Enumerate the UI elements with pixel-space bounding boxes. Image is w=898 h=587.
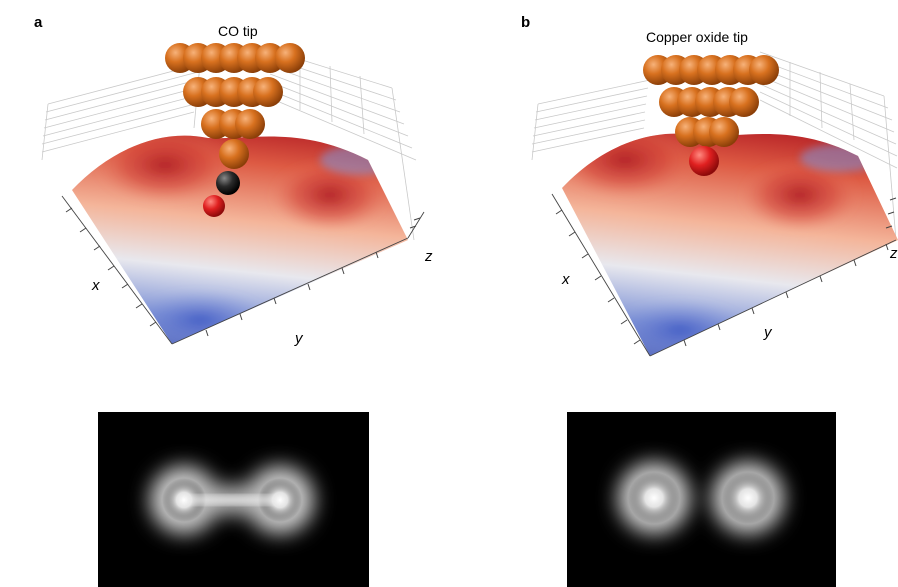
panel-a-z-axis-label: z [424, 248, 433, 265]
panel-b: b [521, 14, 898, 587]
panel-a-box-edges [61, 195, 425, 345]
panel-a-oxygen-atom [203, 195, 225, 217]
panel-b-oxygen-atom [689, 146, 719, 176]
panel-a: a [34, 14, 433, 587]
panel-letter-a: a [34, 14, 43, 31]
panel-b-tip-title: Copper oxide tip [646, 29, 748, 45]
panel-b-potential-surface [562, 133, 898, 356]
panel-a-x-axis-label: x [91, 277, 100, 294]
panel-b-tick-marks [555, 197, 897, 347]
panel-b-afm-image [567, 412, 836, 587]
panel-b-x-axis-label: x [561, 271, 570, 288]
panel-a-afm-image [98, 412, 369, 587]
panel-a-y-axis-label: y [294, 330, 304, 347]
panel-a-copper-tip [165, 43, 305, 169]
panel-b-copper-tip [643, 55, 779, 147]
panel-b-3d-box-grid [531, 51, 898, 241]
panel-b-box-edges [551, 193, 897, 357]
panel-a-tick-marks [65, 207, 421, 337]
panel-b-y-axis-label: y [763, 324, 773, 341]
panel-letter-b: b [521, 14, 530, 31]
panel-a-carbon-atom [216, 171, 240, 195]
panel-b-z-axis-label: z [889, 245, 898, 262]
panel-a-tip-title: CO tip [218, 23, 258, 39]
